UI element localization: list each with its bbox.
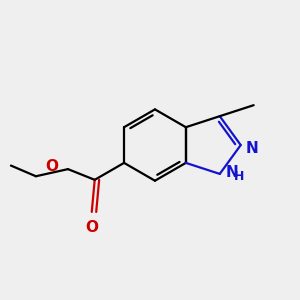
Text: N: N (226, 165, 238, 180)
Text: N: N (246, 140, 258, 155)
Text: H: H (234, 170, 244, 183)
Text: O: O (85, 220, 98, 235)
Text: O: O (45, 159, 58, 174)
